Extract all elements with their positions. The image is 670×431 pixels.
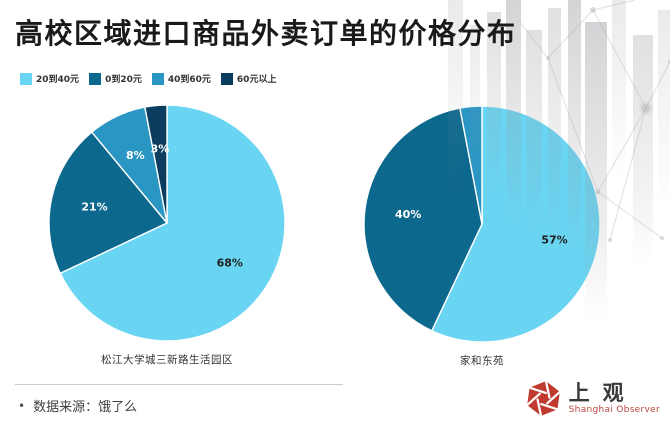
legend-swatch-icon — [220, 72, 233, 85]
pie-value-label: 21% — [81, 200, 107, 213]
pie-value-label: 57% — [541, 234, 567, 247]
pie-chart-left: 68% 21% 8% 3% 松江大学城三新路生活园区 — [47, 103, 287, 367]
legend-label: 60元以上 — [236, 75, 277, 85]
pie-caption-left: 松江大学城三新路生活园区 — [101, 354, 233, 366]
pie-chart-right: 57% 40% 家和东苑 — [362, 104, 602, 368]
shanghai-observer-logo: 上观 Shanghai Observer — [524, 379, 660, 418]
legend-item-60-plus: 60元以上 — [220, 72, 277, 85]
pie-value-label: 8% — [126, 149, 145, 162]
legend-item-40-60: 40到60元 — [151, 72, 211, 85]
logo-en-text: Shanghai Observer — [568, 405, 660, 415]
footer-divider — [15, 384, 343, 385]
pie-slice — [144, 104, 168, 224]
shanghai-observer-hexagon-icon — [524, 379, 562, 418]
data-source-label: 数据来源：饿了么 — [33, 400, 138, 415]
page-title: 高校区域进口商品外卖订单的价格分布 — [15, 17, 517, 50]
pie-value-label: 40% — [395, 208, 421, 221]
legend-label: 40到60元 — [167, 75, 211, 85]
legend-label: 20到40元 — [36, 75, 80, 85]
pie-caption-right: 家和东苑 — [460, 355, 504, 367]
pie-value-label: 68% — [217, 256, 243, 269]
legend-item-0-20: 0到20元 — [89, 72, 142, 85]
pie-right-svg: 57% 40% — [363, 105, 601, 343]
pie-left-svg: 68% 21% 8% 3% — [48, 104, 286, 342]
legend-swatch-icon — [89, 72, 102, 85]
pie-value-label: 3% — [151, 143, 170, 156]
data-source: • 数据来源：饿了么 — [18, 396, 138, 416]
legend-swatch-icon — [151, 72, 164, 85]
pie-slice — [48, 131, 168, 274]
logo-cn-text: 上观 — [568, 380, 637, 405]
legend-item-20-40: 20到40元 — [20, 72, 79, 85]
legend-swatch-icon — [20, 72, 32, 85]
chart-legend: 20到40元 0到20元 40到60元 60元以上 — [20, 72, 276, 85]
bullet-icon: • — [18, 398, 26, 413]
legend-label: 0到20元 — [105, 75, 142, 85]
pie-slice — [59, 104, 286, 342]
